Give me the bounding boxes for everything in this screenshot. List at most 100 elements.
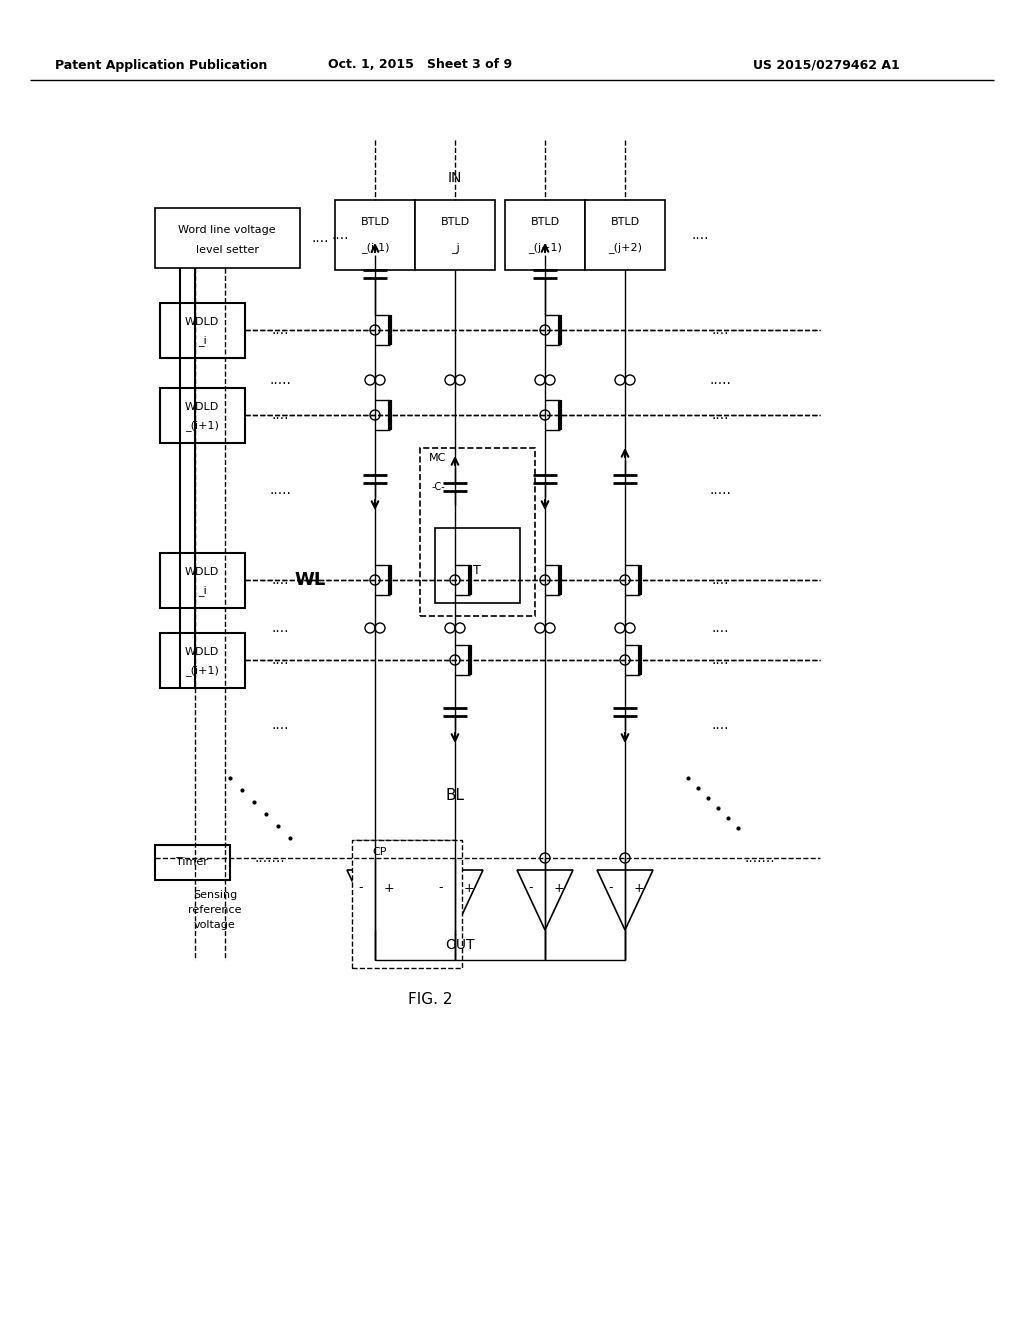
Text: _(i+1): _(i+1) (185, 421, 219, 432)
Circle shape (535, 375, 545, 385)
Text: +: + (554, 882, 564, 895)
Circle shape (370, 411, 380, 420)
Text: .......: ....... (255, 851, 286, 865)
Polygon shape (517, 870, 573, 931)
Circle shape (540, 576, 550, 585)
Bar (160, 388, 245, 444)
Text: ....: .... (271, 573, 289, 587)
Bar (420, 447, 535, 616)
Circle shape (370, 576, 380, 585)
Bar (352, 840, 462, 968)
Text: +: + (634, 882, 644, 895)
Text: Patent Application Publication: Patent Application Publication (55, 58, 267, 71)
Circle shape (540, 325, 550, 335)
Circle shape (545, 623, 555, 634)
Text: WDLD: WDLD (185, 317, 219, 327)
Text: _(j+1): _(j+1) (528, 243, 562, 253)
Bar (415, 201, 495, 271)
Circle shape (540, 411, 550, 420)
Text: BL: BL (445, 788, 465, 803)
Bar (585, 201, 665, 271)
Text: _(i+1): _(i+1) (185, 665, 219, 676)
Text: ....: .... (691, 228, 709, 242)
Circle shape (455, 375, 465, 385)
Text: FIG. 2: FIG. 2 (408, 993, 453, 1007)
Text: ....: .... (712, 620, 729, 635)
Bar (160, 304, 245, 358)
Text: -: - (358, 882, 364, 895)
Circle shape (450, 655, 460, 665)
Text: MC: MC (429, 453, 446, 463)
Text: Sensing: Sensing (193, 890, 238, 900)
Circle shape (375, 375, 385, 385)
Bar (155, 845, 230, 880)
Text: _j: _j (451, 243, 460, 253)
Circle shape (625, 375, 635, 385)
Text: ....: .... (271, 718, 289, 733)
Text: ....: .... (712, 573, 729, 587)
Text: US 2015/0279462 A1: US 2015/0279462 A1 (754, 58, 900, 71)
Text: ....: .... (712, 323, 729, 337)
Circle shape (620, 853, 630, 863)
Circle shape (455, 623, 465, 634)
Circle shape (545, 375, 555, 385)
Text: .....: ..... (709, 483, 731, 498)
Circle shape (615, 623, 625, 634)
Text: ....: .... (271, 620, 289, 635)
Text: OUT: OUT (445, 939, 475, 952)
Text: ....: .... (271, 408, 289, 422)
Circle shape (450, 853, 460, 863)
Bar (160, 553, 245, 609)
Text: _(j-1): _(j-1) (360, 243, 389, 253)
Text: Timer: Timer (176, 857, 208, 867)
Circle shape (445, 623, 455, 634)
Bar (505, 201, 585, 271)
Circle shape (370, 325, 380, 335)
Text: _i: _i (198, 335, 207, 346)
Text: Oct. 1, 2015   Sheet 3 of 9: Oct. 1, 2015 Sheet 3 of 9 (328, 58, 512, 71)
Text: WDLD: WDLD (185, 403, 219, 412)
Text: level setter: level setter (196, 246, 258, 255)
Text: ....: .... (712, 653, 729, 667)
Text: -: - (528, 882, 534, 895)
Circle shape (540, 853, 550, 863)
Text: CP: CP (373, 847, 387, 857)
Text: ....: .... (712, 408, 729, 422)
Text: ....: .... (331, 228, 349, 242)
Text: ....: .... (311, 231, 329, 246)
Circle shape (625, 623, 635, 634)
Text: Word line voltage: Word line voltage (178, 224, 275, 235)
Text: ....: .... (271, 653, 289, 667)
Text: .....: ..... (269, 374, 291, 387)
Circle shape (445, 375, 455, 385)
Circle shape (450, 576, 460, 585)
Circle shape (365, 375, 375, 385)
Text: reference: reference (188, 906, 242, 915)
Circle shape (615, 375, 625, 385)
Circle shape (370, 853, 380, 863)
Bar (160, 634, 245, 688)
Text: voltage: voltage (195, 920, 236, 931)
Circle shape (535, 623, 545, 634)
Circle shape (620, 655, 630, 665)
Text: ....: .... (712, 718, 729, 733)
Text: _i: _i (198, 586, 207, 597)
Text: -: - (438, 882, 443, 895)
Text: .......: ....... (744, 851, 775, 865)
Text: WDLD: WDLD (185, 568, 219, 577)
Circle shape (375, 623, 385, 634)
Bar (435, 528, 520, 603)
Text: T: T (473, 564, 481, 577)
Polygon shape (347, 870, 403, 931)
Text: -: - (608, 882, 613, 895)
Circle shape (365, 623, 375, 634)
Text: +: + (384, 882, 394, 895)
Text: IN: IN (447, 172, 462, 185)
Bar (155, 209, 300, 268)
Text: BTLD: BTLD (440, 216, 470, 227)
Text: BTLD: BTLD (530, 216, 559, 227)
Circle shape (620, 576, 630, 585)
Text: .....: ..... (709, 374, 731, 387)
Text: WDLD: WDLD (185, 647, 219, 657)
Text: +: + (464, 882, 474, 895)
